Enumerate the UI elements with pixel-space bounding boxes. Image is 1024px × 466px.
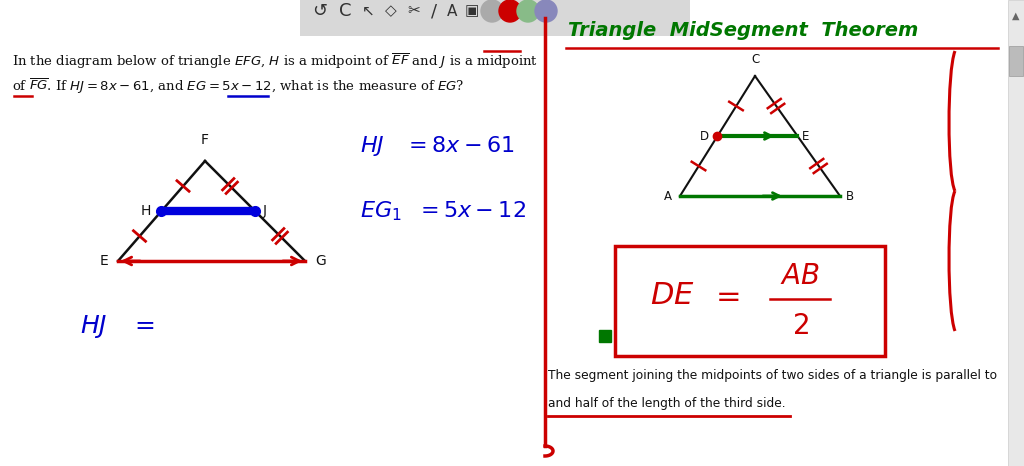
Text: D: D	[699, 130, 709, 143]
Text: J: J	[263, 204, 267, 218]
Text: $=$: $=$	[710, 280, 740, 311]
Circle shape	[535, 0, 557, 22]
Text: ▲: ▲	[1013, 11, 1020, 21]
Text: $HJ$   $=$: $HJ$ $=$	[80, 313, 155, 340]
Text: $2$: $2$	[792, 313, 808, 340]
Text: E: E	[99, 254, 108, 268]
Text: C: C	[339, 2, 351, 20]
Text: Triangle  MidSegment  Theorem: Triangle MidSegment Theorem	[568, 21, 919, 41]
Circle shape	[499, 0, 521, 22]
Text: $HJ$   $= 8x - 61$: $HJ$ $= 8x - 61$	[360, 134, 515, 158]
Circle shape	[517, 0, 539, 22]
Text: E: E	[802, 130, 809, 143]
Bar	[615, 246, 885, 356]
Text: $EG_1$  $= 5x - 12$: $EG_1$ $= 5x - 12$	[360, 199, 526, 223]
Text: and half of the length of the third side.: and half of the length of the third side…	[548, 397, 785, 411]
Text: A: A	[664, 190, 672, 203]
Text: H: H	[140, 204, 151, 218]
Text: ↺: ↺	[312, 2, 328, 20]
Text: ✂: ✂	[408, 4, 421, 19]
Text: of $\overline{FG}$. If $HJ = 8x - 61$, and $EG = 5x - 12$, what is the measure o: of $\overline{FG}$. If $HJ = 8x - 61$, a…	[12, 76, 464, 96]
Text: $AB$: $AB$	[780, 263, 820, 290]
Text: ↖: ↖	[361, 4, 375, 19]
Text: C: C	[751, 53, 759, 66]
Text: ▣: ▣	[465, 4, 479, 19]
Text: F: F	[201, 133, 209, 147]
Bar	[1009, 46, 1023, 76]
Text: ◇: ◇	[385, 4, 397, 19]
Text: $DE$: $DE$	[650, 280, 694, 311]
Text: B: B	[846, 190, 854, 203]
Text: A: A	[446, 4, 457, 19]
Bar	[1008, 0, 1024, 466]
Text: /: /	[431, 2, 437, 20]
Text: G: G	[315, 254, 326, 268]
Bar	[300, 0, 690, 36]
Text: The segment joining the midpoints of two sides of a triangle is parallel to: The segment joining the midpoints of two…	[548, 370, 997, 383]
Circle shape	[481, 0, 503, 22]
Text: In the diagram below of triangle $EFG$, $H$ is a midpoint of $\overline{EF}$ and: In the diagram below of triangle $EFG$, …	[12, 51, 538, 71]
